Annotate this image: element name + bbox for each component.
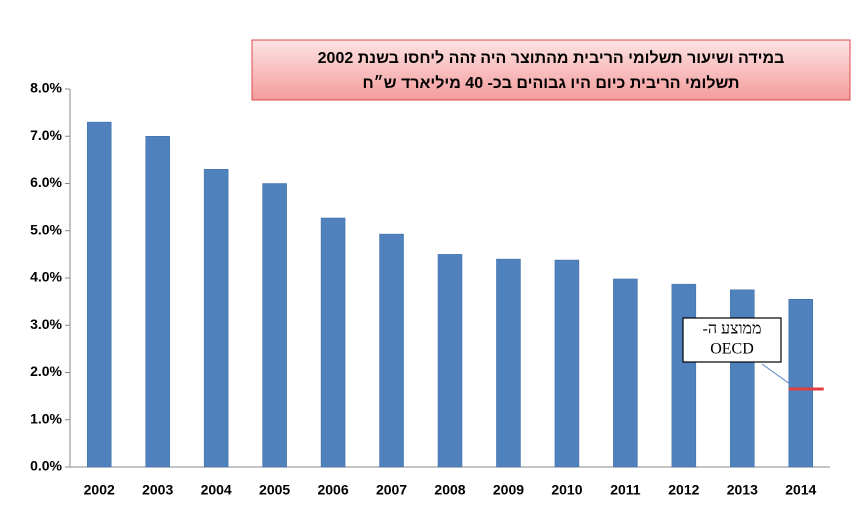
chart-title: תשלומי הריבית כיום היו גבוהים בכ- 40 מיל…: [362, 74, 739, 92]
x-tick-label: 2009: [493, 482, 524, 498]
x-tick-label: 2005: [259, 482, 290, 498]
annotation-connector: [761, 363, 794, 387]
bar: [379, 233, 404, 468]
title-box: [251, 39, 851, 101]
y-tick-label: 2.0%: [30, 363, 62, 379]
bar: [788, 299, 814, 468]
x-tick-label: 2010: [551, 482, 582, 498]
x-tick-label: 2012: [668, 482, 699, 498]
bar: [203, 169, 229, 468]
y-tick-label: 8.0%: [30, 80, 62, 96]
annotation-box: [682, 317, 782, 363]
y-tick-label: 7.0%: [30, 127, 62, 143]
bar: [496, 258, 521, 468]
bar: [613, 278, 638, 468]
x-tick-label: 2008: [434, 482, 465, 498]
x-tick-label: 2011: [610, 482, 641, 498]
y-tick-label: 5.0%: [30, 221, 62, 237]
bar: [86, 121, 112, 468]
chart-title: במידה ושיעור תשלומי הריבית מהתוצר היה זה…: [318, 49, 785, 67]
x-tick-label: 2006: [317, 482, 348, 498]
annotation-text: OECD: [710, 341, 754, 358]
y-tick-label: 1.0%: [30, 410, 62, 426]
x-tick-label: 2004: [201, 482, 232, 498]
bar: [437, 254, 463, 468]
bar: [554, 259, 580, 468]
bar: [320, 217, 346, 468]
y-tick-label: 0.0%: [30, 458, 62, 474]
bar: [671, 283, 697, 468]
y-tick-label: 3.0%: [30, 316, 62, 332]
x-tick-label: 2003: [142, 482, 173, 498]
y-tick-label: 6.0%: [30, 174, 62, 190]
annotation-text: ממוצע ה-: [702, 321, 761, 338]
x-tick-label: 2007: [376, 482, 407, 498]
bar: [730, 289, 755, 468]
x-tick-label: 2014: [785, 482, 816, 498]
bar: [262, 183, 287, 468]
y-tick-label: 4.0%: [30, 269, 62, 285]
x-tick-label: 2013: [727, 482, 758, 498]
bar: [145, 136, 170, 468]
x-tick-label: 2002: [84, 482, 115, 498]
